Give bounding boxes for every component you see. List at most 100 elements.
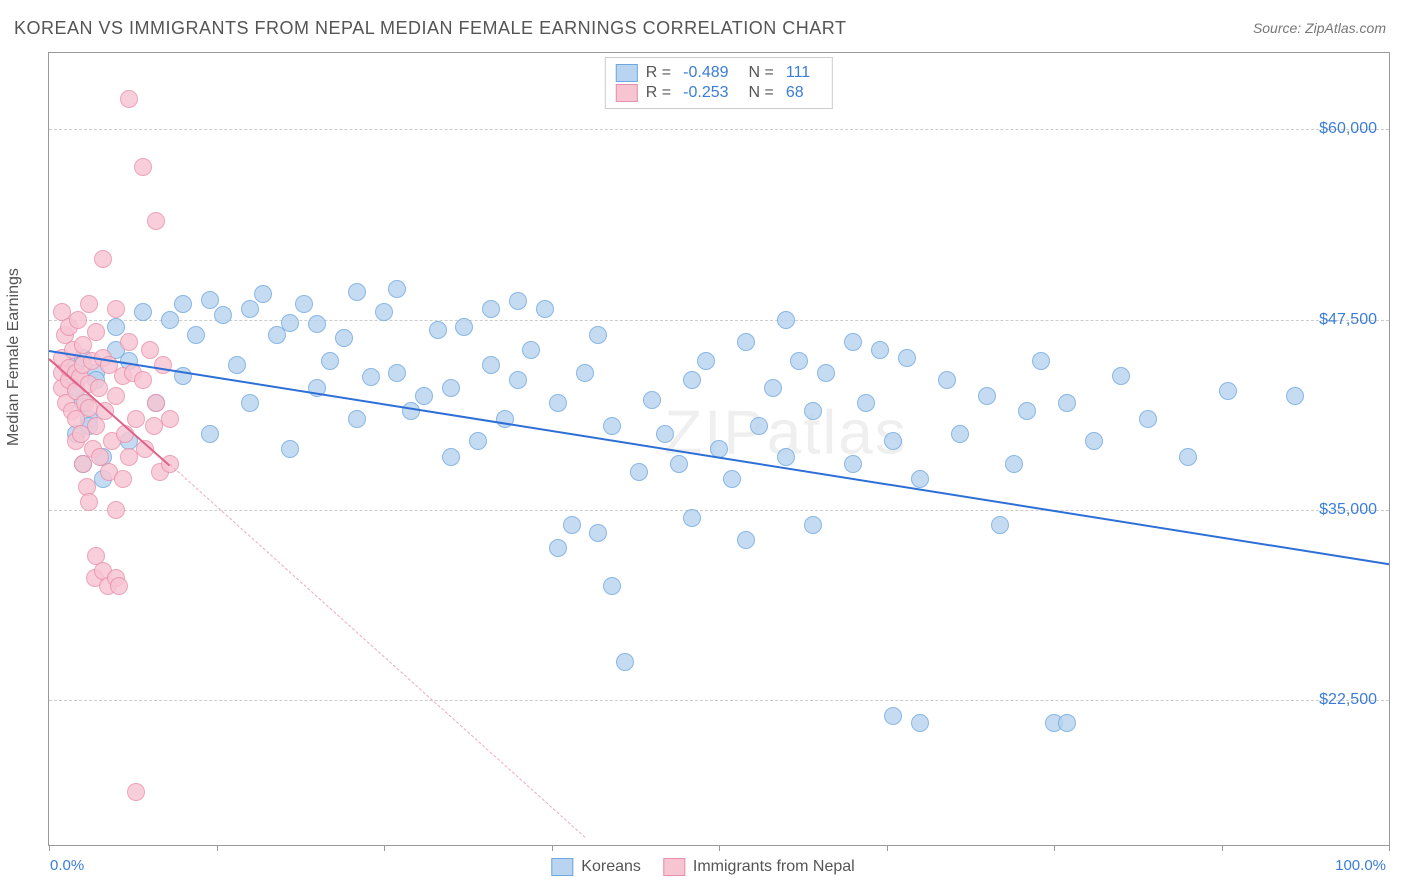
scatter-point-koreans [549,394,567,412]
scatter-point-koreans [991,516,1009,534]
scatter-point-koreans [898,349,916,367]
x-tick [552,845,553,851]
scatter-point-nepal [147,394,165,412]
scatter-point-koreans [482,300,500,318]
r-value-nepal: -0.253 [683,84,728,102]
scatter-point-koreans [388,364,406,382]
scatter-point-koreans [295,295,313,313]
scatter-point-koreans [616,653,634,671]
n-value-nepal: 68 [786,84,804,102]
scatter-point-nepal [74,455,92,473]
scatter-point-nepal [69,311,87,329]
x-tick [384,845,385,851]
scatter-point-koreans [1058,394,1076,412]
scatter-point-koreans [844,455,862,473]
y-axis-title: Median Female Earnings [5,268,23,446]
scatter-point-koreans [228,356,246,374]
scatter-point-koreans [1018,402,1036,420]
scatter-point-koreans [951,425,969,443]
n-value-koreans: 111 [786,64,810,82]
scatter-point-koreans [911,714,929,732]
scatter-point-koreans [549,539,567,557]
grid-line [49,129,1389,130]
scatter-point-koreans [884,707,902,725]
scatter-point-koreans [683,371,701,389]
grid-line [49,320,1389,321]
scatter-point-koreans [576,364,594,382]
x-tick [887,845,888,851]
scatter-point-koreans [978,387,996,405]
scatter-point-koreans [1219,382,1237,400]
x-axis-label-max: 100.0% [1335,857,1386,874]
grid-line [49,510,1389,511]
scatter-point-koreans [455,318,473,336]
scatter-point-koreans [254,285,272,303]
scatter-point-koreans [201,291,219,309]
scatter-point-koreans [509,371,527,389]
scatter-point-koreans [737,531,755,549]
scatter-point-koreans [402,402,420,420]
scatter-point-nepal [87,417,105,435]
scatter-point-nepal [147,212,165,230]
legend-swatch-nepal [616,84,638,102]
scatter-point-nepal [120,90,138,108]
scatter-point-koreans [857,394,875,412]
scatter-point-koreans [241,300,259,318]
scatter-point-koreans [1005,455,1023,473]
scatter-point-koreans [603,417,621,435]
r-label: R = [646,84,671,102]
scatter-point-nepal [94,250,112,268]
scatter-point-koreans [804,402,822,420]
scatter-point-koreans [281,314,299,332]
chart-title: KOREAN VS IMMIGRANTS FROM NEPAL MEDIAN F… [14,18,846,39]
scatter-point-koreans [335,329,353,347]
scatter-point-koreans [1139,410,1157,428]
scatter-point-nepal [107,387,125,405]
x-tick [1389,845,1390,851]
chart-container: KOREAN VS IMMIGRANTS FROM NEPAL MEDIAN F… [0,0,1406,892]
scatter-point-koreans [442,448,460,466]
scatter-point-koreans [764,379,782,397]
grid-line [49,700,1389,701]
scatter-point-koreans [938,371,956,389]
x-tick [719,845,720,851]
scatter-point-nepal [134,371,152,389]
legend-top-row-koreans: R = -0.489 N = 111 [616,64,822,82]
scatter-point-koreans [509,292,527,310]
scatter-point-koreans [348,410,366,428]
scatter-point-koreans [522,341,540,359]
scatter-point-koreans [429,321,447,339]
scatter-point-koreans [656,425,674,443]
scatter-point-koreans [281,440,299,458]
scatter-point-koreans [790,352,808,370]
scatter-point-koreans [737,333,755,351]
r-label: R = [646,64,671,82]
scatter-point-nepal [107,300,125,318]
scatter-point-koreans [750,417,768,435]
scatter-point-nepal [80,493,98,511]
x-tick [49,845,50,851]
scatter-point-koreans [107,318,125,336]
scatter-point-koreans [362,368,380,386]
n-label: N = [749,64,774,82]
x-tick [1054,845,1055,851]
legend-swatch-nepal [663,858,685,876]
scatter-point-koreans [1179,448,1197,466]
scatter-point-koreans [1032,352,1050,370]
legend-top-row-nepal: R = -0.253 N = 68 [616,84,822,102]
scatter-point-koreans [817,364,835,382]
scatter-point-koreans [884,432,902,450]
y-tick-label: $22,500 [1319,691,1377,709]
scatter-point-koreans [804,516,822,534]
scatter-point-koreans [214,306,232,324]
scatter-point-koreans [442,379,460,397]
scatter-point-nepal [120,333,138,351]
scatter-point-koreans [670,455,688,473]
scatter-point-nepal [127,783,145,801]
scatter-point-koreans [201,425,219,443]
legend-swatch-koreans [616,64,638,82]
n-label: N = [749,84,774,102]
legend-item-koreans: Koreans [551,858,641,876]
scatter-point-nepal [107,501,125,519]
scatter-point-koreans [630,463,648,481]
